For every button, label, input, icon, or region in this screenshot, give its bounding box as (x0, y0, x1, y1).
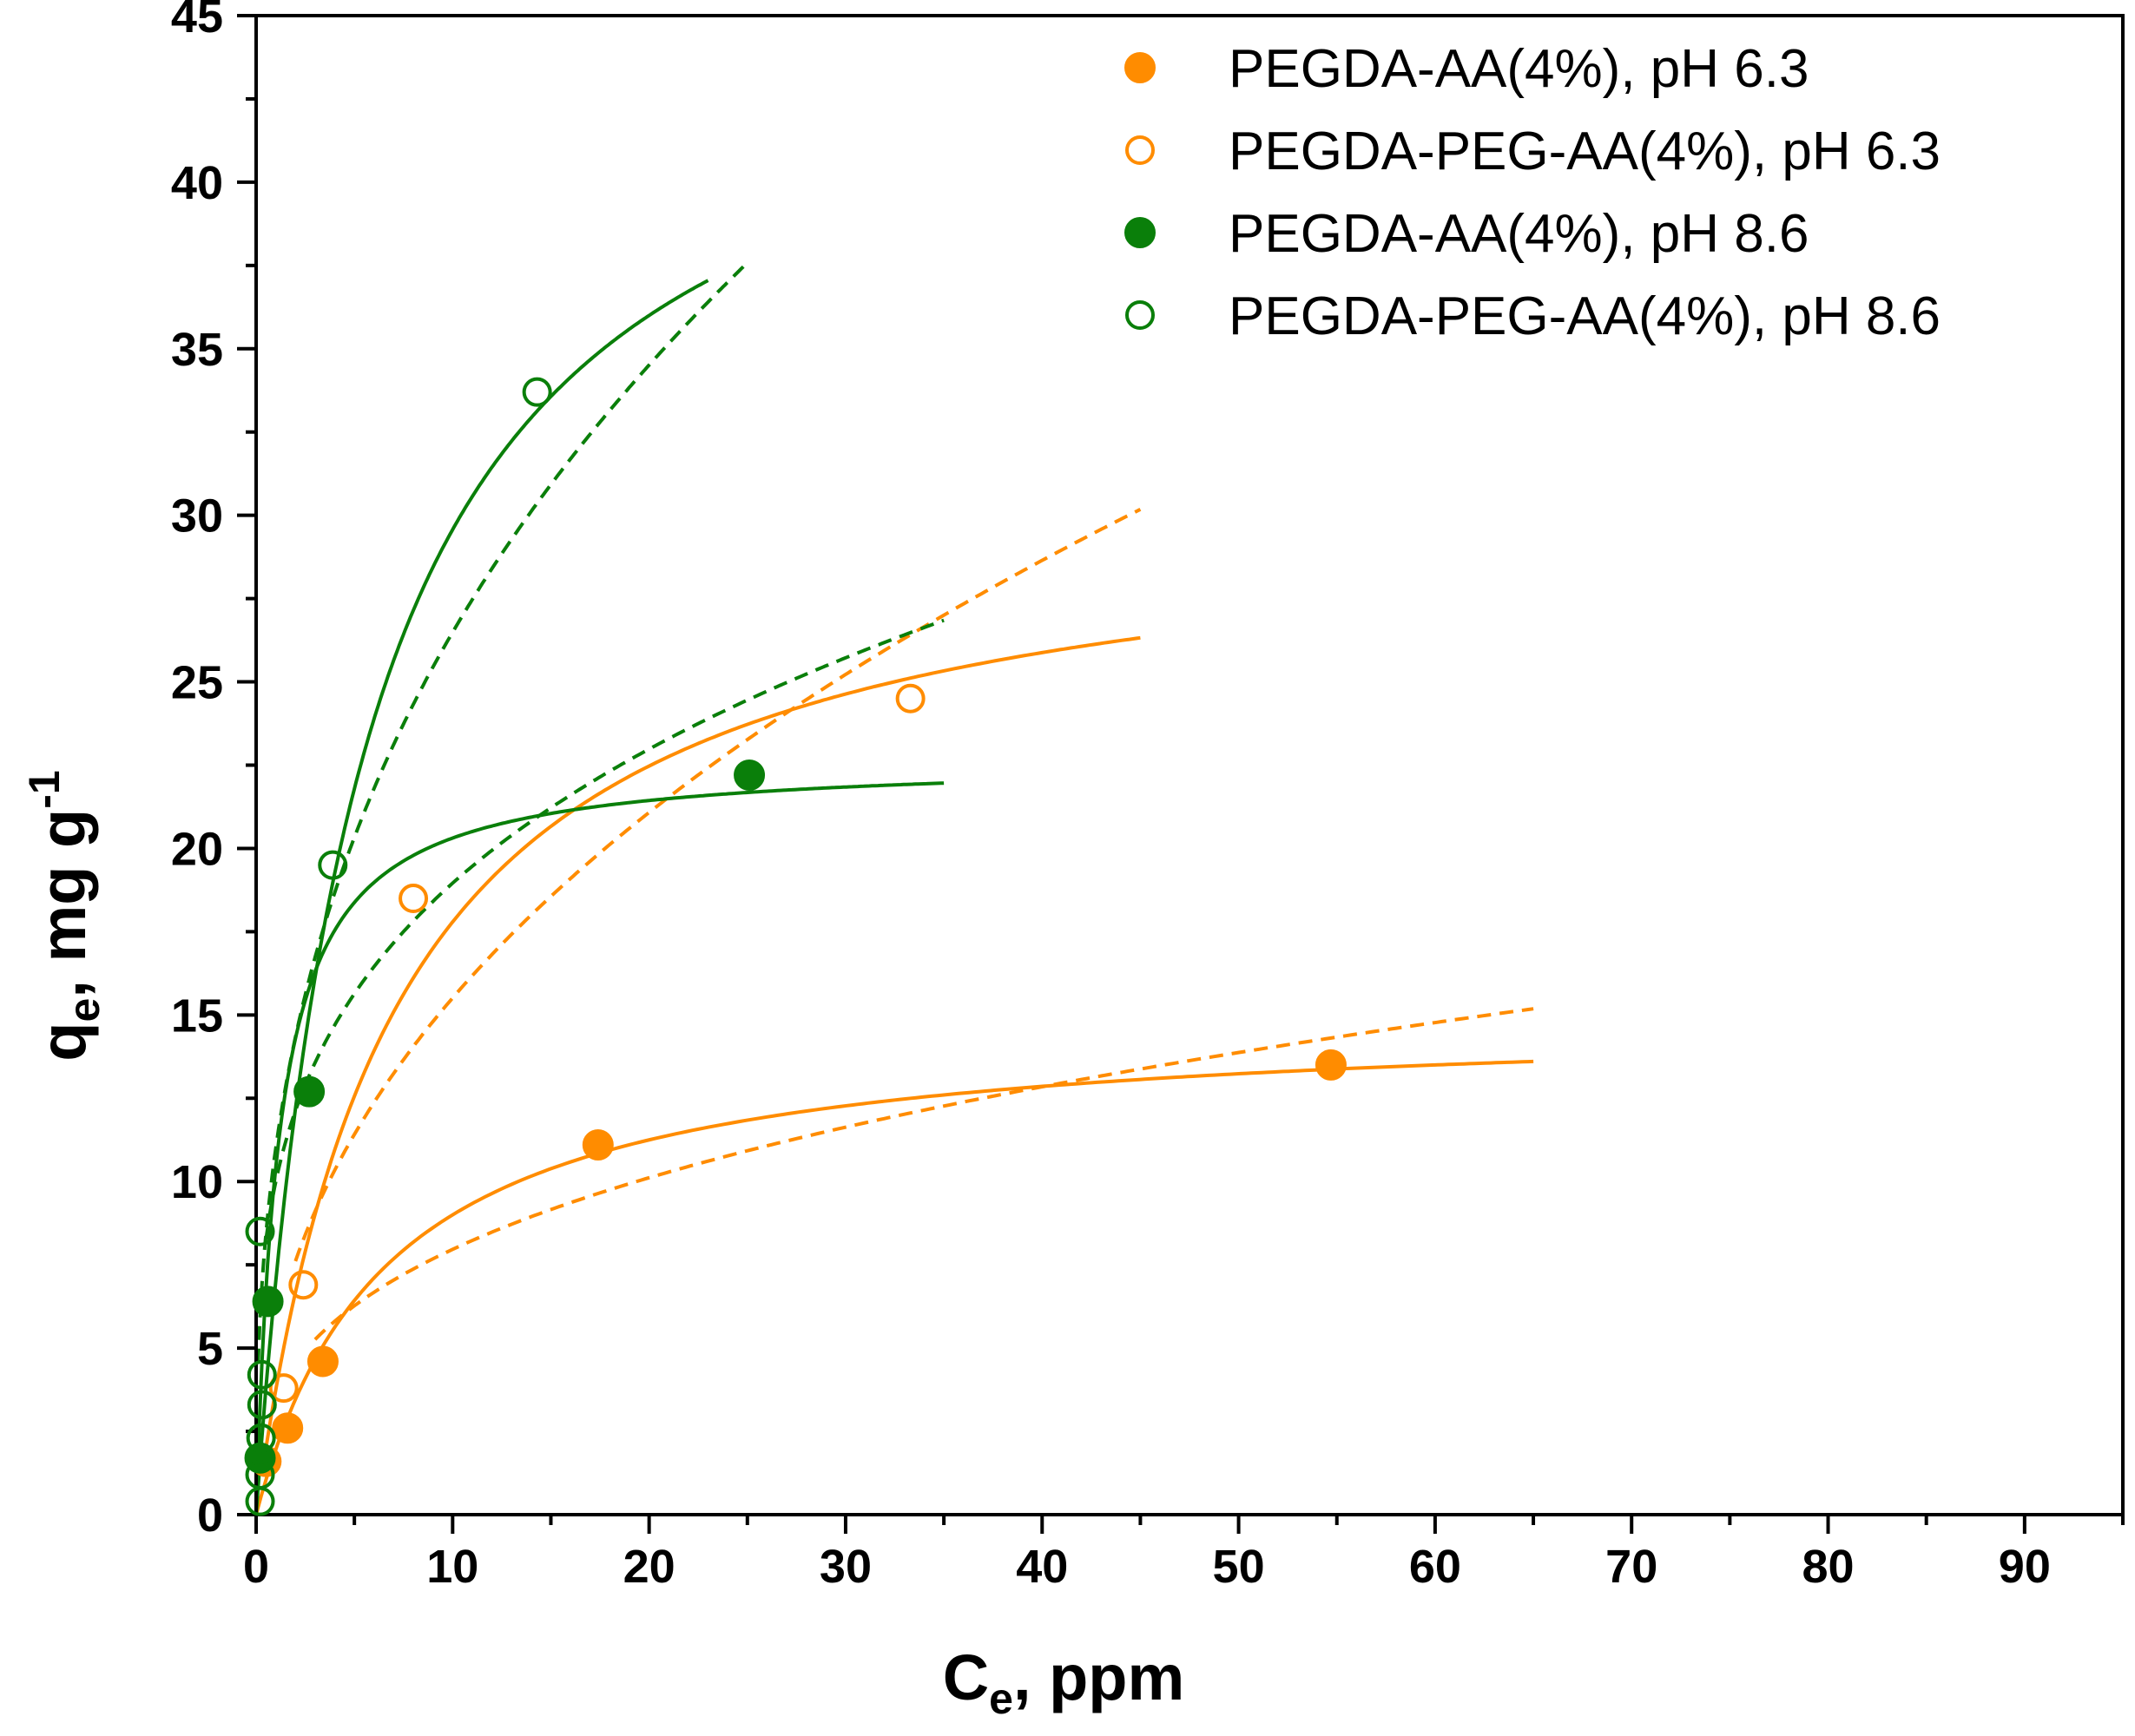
x-tick-label: 0 (243, 1541, 269, 1593)
y-tick-label: 25 (171, 657, 223, 709)
fit-curve-series-1-langmuir (264, 635, 1141, 1449)
x-tick-label: 70 (1605, 1541, 1657, 1593)
data-point-series-2 (252, 1286, 284, 1318)
y-tick-label: 5 (197, 1323, 223, 1375)
x-axis-title-base: C (943, 1641, 989, 1713)
fit-curve-series-0-langmuir (254, 1059, 1534, 1516)
data-point-series-2 (734, 760, 766, 792)
plot-frame (254, 14, 2125, 1516)
y-tick-label: 10 (171, 1156, 223, 1208)
legend-label-1: PEGDA-PEG-AA(4%), pH 6.3 (1229, 122, 1941, 181)
fit-curve-series-3-langmuir (254, 279, 709, 1516)
data-point-series-0 (306, 1345, 339, 1378)
data-point-series-3 (247, 1359, 277, 1390)
data-point-series-3 (318, 850, 348, 880)
fit-curve-series-3-freundlich (256, 261, 749, 1363)
y-axis-title-sub: e (60, 998, 109, 1023)
data-point-series-1 (268, 1373, 299, 1404)
data-point-series-1 (288, 1270, 319, 1300)
x-tick-label: 80 (1802, 1541, 1854, 1593)
tick-labels: 0 10 20 30 40 50 60 70 80 90 0 5 10 15 20 25 30 35 40 45 (171, 0, 2051, 1593)
x-tick-label: 40 (1016, 1541, 1068, 1593)
fit-curve-series-0-freundlich (313, 1007, 1534, 1341)
x-tick-label: 60 (1409, 1541, 1461, 1593)
x-axis-title: Ce, ppm (943, 1641, 1185, 1723)
data-point-series-3 (245, 1486, 275, 1516)
fit-curve-series-2-freundlich (264, 618, 945, 1240)
y-tick-label: 45 (171, 0, 223, 43)
y-axis-title-base: q (27, 1022, 99, 1061)
y-tick-label: 40 (171, 157, 223, 209)
y-axis-title: qe, mg g-1 (20, 770, 109, 1061)
data-point-series-0 (272, 1412, 304, 1444)
data-point-series-3 (247, 1390, 277, 1420)
data-point-series-0 (1315, 1049, 1347, 1081)
legend-label-3: PEGDA-PEG-AA(4%), pH 8.6 (1229, 286, 1941, 346)
legend-marker-1 (1125, 135, 1155, 165)
legend-marker-2 (1124, 217, 1156, 248)
data-point-series-1 (399, 884, 429, 914)
data-point-series-1 (895, 683, 926, 713)
axis-ticks (237, 14, 2125, 1534)
y-axis-title-sup: -1 (20, 770, 69, 808)
data-point-series-3 (245, 1216, 275, 1246)
data-point-series-3 (522, 377, 552, 407)
legend: PEGDA-AA(4%), pH 6.3 PEGDA-PEG-AA(4%), pH… (1124, 39, 1941, 346)
x-axis-title-sub: e (989, 1674, 1013, 1723)
x-tick-label: 30 (820, 1541, 872, 1593)
legend-label-2: PEGDA-AA(4%), pH 8.6 (1229, 204, 1809, 264)
x-tick-label: 50 (1213, 1541, 1265, 1593)
y-tick-label: 0 (197, 1489, 223, 1542)
legend-marker-0 (1124, 52, 1156, 83)
x-tick-label: 10 (426, 1541, 478, 1593)
y-tick-label: 15 (171, 990, 223, 1042)
fit-curve-series-1-freundlich (293, 508, 1142, 1262)
x-tick-label: 90 (1999, 1541, 2051, 1593)
data-point-series-0 (582, 1129, 614, 1161)
x-tick-label: 20 (623, 1541, 675, 1593)
fit-curves (254, 261, 1534, 1516)
data-point-series-3 (246, 1423, 276, 1453)
y-axis-title-rest: , mg g (27, 809, 99, 998)
x-axis-title-rest: , ppm (1013, 1641, 1184, 1713)
data-markers (244, 377, 1347, 1516)
legend-label-0: PEGDA-AA(4%), pH 6.3 (1229, 39, 1809, 99)
legend-marker-3 (1125, 300, 1155, 330)
fit-curve-series-2-langmuir (254, 781, 945, 1516)
y-tick-label: 20 (171, 823, 223, 875)
data-point-series-3 (245, 1459, 275, 1489)
y-tick-label: 30 (171, 490, 223, 542)
data-point-series-2 (293, 1075, 326, 1108)
y-tick-label: 35 (171, 324, 223, 376)
